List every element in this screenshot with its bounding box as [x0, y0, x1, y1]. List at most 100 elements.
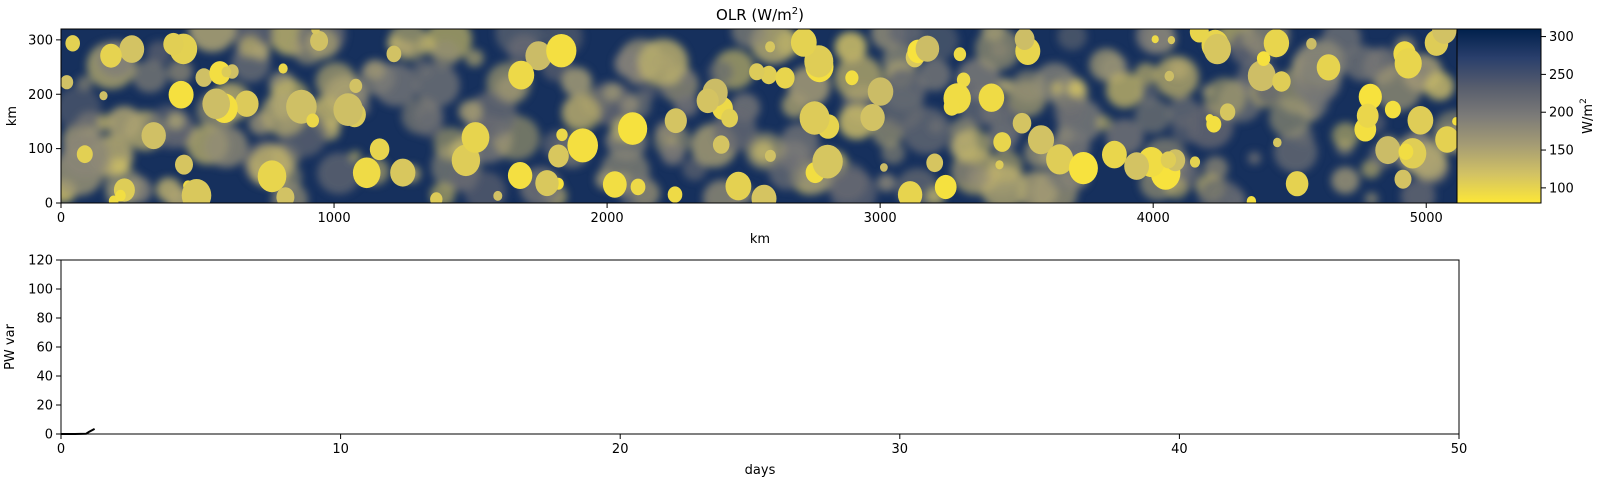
heatmap-cell	[1134, 98, 1172, 134]
heatmap-cell	[430, 40, 460, 68]
line-plot-area	[60, 259, 1460, 435]
heatmap-cell-core	[311, 29, 320, 35]
heatmap-cell-core	[369, 138, 390, 161]
heatmap-cell-core	[195, 68, 213, 87]
heatmap-cell	[1106, 72, 1144, 109]
heatmap-x-tick-label: 3000	[864, 211, 897, 226]
heatmap-cell	[61, 86, 102, 130]
heatmap-x-tick-label: 0	[57, 211, 65, 226]
heatmap-cell-core	[175, 154, 193, 175]
heatmap-cell	[829, 170, 878, 203]
heatmap-cell	[1134, 62, 1158, 86]
heatmap-cell-core	[386, 45, 402, 63]
heatmap-cell-core	[430, 192, 443, 203]
heatmap-cell-core	[725, 171, 752, 201]
heatmap-cell	[1424, 71, 1455, 101]
heatmap-cell-core	[310, 30, 329, 51]
colorbar-tick-label: 300	[1549, 30, 1574, 45]
heatmap-cell-core	[221, 66, 232, 78]
heatmap-cell-core	[812, 144, 843, 179]
heatmap-cell-core	[508, 60, 535, 90]
heatmap-cell-core	[546, 34, 577, 68]
heatmap-cell	[1331, 167, 1360, 194]
heatmap-cell-core	[1219, 103, 1236, 121]
heatmap-cell-core	[1316, 54, 1341, 81]
heatmap-cell-core	[535, 170, 559, 197]
heatmap-cell-core	[1102, 140, 1127, 169]
heatmap-cell-core	[1151, 35, 1159, 44]
heatmap-cell	[1050, 81, 1064, 95]
heatmap-cell-core	[556, 128, 568, 142]
heatmap-title: OLR (W/m2)	[716, 6, 804, 24]
heatmap-cell	[465, 49, 484, 67]
line-x-tick-label: 10	[332, 442, 349, 457]
line-y-tick-label: 80	[36, 312, 53, 327]
heatmap-cell-core	[352, 157, 381, 189]
heatmap-cell-core	[100, 43, 122, 68]
heatmap-cell-core	[1358, 83, 1382, 110]
heatmap-cell	[1057, 29, 1087, 51]
colorbar-label: W/m2	[1579, 98, 1596, 134]
heatmap-cell	[1096, 115, 1113, 131]
heatmap-cell-core	[234, 90, 259, 117]
heatmap-cell-core	[1027, 125, 1055, 155]
heatmap-cell-core	[1124, 152, 1149, 180]
heatmap-cell	[458, 100, 483, 123]
heatmap-cell	[680, 70, 696, 85]
heatmap-cell-core	[202, 88, 230, 120]
heatmap-cell-core	[993, 132, 1012, 152]
heatmap-cell-core	[915, 35, 940, 62]
heatmap-cell	[111, 157, 130, 175]
colorbar: 100 150 200 250 300 W/m2	[1456, 28, 1596, 204]
colorbar-tick-label: 200	[1549, 106, 1574, 121]
heatmap-cell-core	[333, 93, 363, 126]
heatmap-cell-core	[276, 187, 295, 203]
heatmap-cell-core	[712, 135, 730, 154]
heatmap-cell	[1053, 95, 1084, 125]
heatmap-cell	[1204, 77, 1246, 118]
heatmap-cell-core	[618, 112, 648, 145]
heatmap-cell-core	[764, 149, 776, 162]
heatmap-cell-core	[1394, 48, 1422, 79]
heatmap-cell-core	[99, 91, 108, 101]
heatmap-cell-core	[926, 153, 944, 173]
heatmap-cell	[416, 111, 444, 138]
heatmap-cell-core	[765, 41, 776, 53]
line-x-tick-label: 20	[612, 442, 629, 457]
heatmap-cell-core	[1189, 156, 1201, 168]
heatmap-y-tick-label: 200	[28, 88, 53, 103]
heatmap-cell	[614, 49, 644, 78]
heatmap-cell	[877, 173, 896, 192]
heatmap-cell-core	[525, 41, 552, 71]
heatmap-cell-core	[775, 67, 795, 89]
heatmap-cell	[166, 112, 185, 130]
heatmap-cell-core	[845, 70, 859, 86]
colorbar-tick-label: 250	[1549, 68, 1574, 83]
heatmap-cell-core	[1263, 29, 1290, 58]
heatmap-cell	[315, 62, 357, 101]
line-x-axis: 0 10 20 30 40 50	[57, 434, 1467, 457]
heatmap-cell	[639, 84, 657, 102]
heatmap-cell	[1305, 93, 1329, 116]
heatmap-cell-core	[1398, 143, 1414, 160]
heatmap-cell	[661, 142, 685, 166]
line-panel: 0 10 20 30 40 50 0 20 40 60 80 100 120 days PW var	[3, 254, 1467, 479]
heatmap-cell-core	[349, 78, 363, 93]
heatmap-cell	[398, 40, 415, 56]
heatmap-cell-core	[168, 80, 194, 109]
heatmap-cell-core	[1273, 137, 1282, 148]
heatmap-cell-core	[1375, 136, 1401, 165]
heatmap-cell	[637, 38, 689, 87]
heatmap-cell-core	[880, 163, 888, 172]
heatmap-cell	[497, 132, 510, 145]
heatmap-cell	[252, 43, 270, 61]
heatmap-cell	[834, 31, 867, 63]
heatmap-cell	[188, 29, 236, 53]
heatmap-cell-core	[61, 75, 74, 90]
line-x-tick-label: 40	[1171, 442, 1188, 457]
heatmap-cell-core	[1256, 51, 1271, 66]
heatmap-cell-core	[1247, 60, 1276, 92]
heatmap-cell	[917, 59, 952, 91]
heatmap-cell-core	[76, 145, 93, 164]
